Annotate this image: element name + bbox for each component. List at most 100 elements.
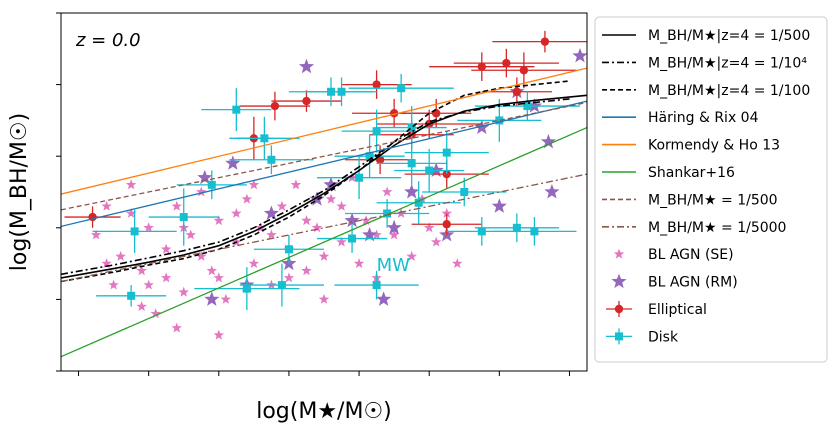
- disk-point: [383, 209, 392, 218]
- bl-agn-star-point: [136, 301, 147, 311]
- legend-circle-marker: [614, 304, 624, 314]
- bl-agn-star-point: [101, 258, 112, 268]
- legend-label: Häring & Rix 04: [648, 110, 759, 126]
- disk-point: [232, 105, 241, 114]
- x-axis-title: log(M★/M☉): [256, 399, 392, 424]
- disk-point: [372, 127, 381, 136]
- series-line: [61, 100, 587, 228]
- bl-agn-star-point: [231, 208, 242, 218]
- bl-agn-star-point: [241, 193, 253, 204]
- legend-label: M_BH/M★|z=4 = 1/100: [648, 83, 810, 99]
- bl-agn-star-point: [406, 250, 417, 261]
- legend-label: BL AGN (RM): [648, 275, 738, 291]
- series-line: [61, 80, 570, 283]
- bl-agn-star-point: [143, 222, 154, 233]
- bl-agn-star-point: [311, 222, 323, 233]
- bl-agn-star-point: [115, 250, 126, 261]
- elliptical-point: [540, 37, 550, 46]
- bl-agn-star-point: [376, 291, 392, 306]
- bl-agn-star-point: [309, 191, 325, 206]
- elliptical-point: [302, 96, 311, 106]
- bl-agn-star-point: [323, 176, 339, 192]
- bl-agn-star-point: [125, 179, 137, 190]
- disk-point: [207, 180, 216, 189]
- disk-point: [355, 173, 364, 182]
- bl-agn-star-point: [125, 208, 137, 218]
- legend-label: BL AGN (SE): [648, 247, 734, 263]
- bl-agn-star-point: [491, 198, 507, 213]
- mw-annotation: MW: [377, 255, 411, 276]
- disk-point: [512, 223, 521, 232]
- legend-label: M_BH/M★ = 1/5000: [648, 220, 786, 236]
- legend-label: M_BH/M★|z=4 = 1/500: [648, 28, 810, 44]
- bl-agn-star-point: [417, 193, 428, 204]
- disk-point: [460, 188, 469, 196]
- bl-agn-star-point: [298, 58, 315, 74]
- bl-agn-star-point: [381, 186, 393, 197]
- legend-label: M_BH/M★ = 1/500: [648, 192, 778, 208]
- disk-point: [267, 155, 276, 164]
- bl-agn-star-point: [301, 215, 312, 226]
- bl-agn-star-point: [248, 179, 260, 190]
- disk-point: [284, 245, 293, 254]
- elliptical-point: [270, 101, 280, 111]
- elliptical-point: [512, 87, 522, 96]
- bl-agn-star-point: [336, 236, 347, 247]
- bl-agn-star-point: [362, 227, 378, 242]
- bl-agn-star-point: [360, 215, 372, 226]
- bl-agn-star-point: [101, 200, 112, 211]
- bl-agn-star-point: [161, 272, 172, 283]
- series-line: [61, 98, 570, 276]
- legend: M_BH/M★|z=4 = 1/500 M_BH/M★|z=4 = 1/10⁴ M_…: [602, 28, 810, 345]
- elliptical-point: [372, 80, 381, 89]
- bl-agn-star-point: [452, 258, 463, 268]
- bl-agn-star-point: [353, 258, 365, 268]
- bl-agn-star-point: [572, 48, 587, 63]
- disk-point: [348, 234, 357, 243]
- legend-label: Elliptical: [648, 302, 707, 318]
- bl-agn-star-point: [325, 193, 337, 204]
- disk-point: [260, 134, 269, 143]
- series-line: [61, 127, 587, 358]
- elliptical-point: [477, 62, 486, 71]
- disk-point: [407, 159, 416, 168]
- y-axis-title: log(M_BH/M☉): [7, 113, 32, 271]
- legend-star-swatch: [613, 248, 625, 259]
- bl-agn-star-point: [371, 229, 382, 240]
- legend-label: Shankar+16: [648, 165, 735, 181]
- bl-agn-star-point: [204, 291, 220, 306]
- plot-frame: [60, 12, 588, 372]
- elliptical-point: [502, 58, 511, 68]
- bl-agn-star-point: [213, 329, 224, 340]
- disk-point: [365, 152, 374, 161]
- disk-point: [425, 166, 434, 175]
- bl-agn-star-point: [171, 200, 182, 211]
- disk-point: [397, 84, 406, 93]
- bl-agn-star-point: [336, 200, 347, 211]
- elliptical-point: [442, 220, 451, 229]
- bl-agn-star-point: [344, 212, 360, 228]
- bl-agn-star-point: [196, 250, 207, 261]
- bl-agn-star-point: [248, 258, 260, 268]
- disk-point: [372, 281, 381, 290]
- bl-agn-star-point: [318, 250, 330, 261]
- bl-agn-star-point: [428, 162, 444, 177]
- bl-agn-star-point: [150, 308, 161, 319]
- bl-agn-star-point: [424, 222, 435, 233]
- bl-agn-star-point: [197, 169, 213, 185]
- bl-agn-star-point: [108, 279, 119, 290]
- bl-agn-star-point: [196, 186, 207, 197]
- bl-agn-star-point: [544, 184, 560, 199]
- bl-agn-star-point: [266, 229, 277, 240]
- bl-agn-star-point: [404, 184, 420, 199]
- bl-agn-star-point: [171, 322, 182, 333]
- series-line: [61, 101, 587, 211]
- bl-agn-star-point: [206, 265, 217, 276]
- bl-agn-star-point: [90, 229, 102, 240]
- disk-point: [242, 284, 251, 293]
- disk-point: [414, 198, 423, 207]
- disk-point: [477, 227, 486, 236]
- bl-agn-star-point: [225, 155, 241, 170]
- bl-agn-star-point: [213, 272, 224, 283]
